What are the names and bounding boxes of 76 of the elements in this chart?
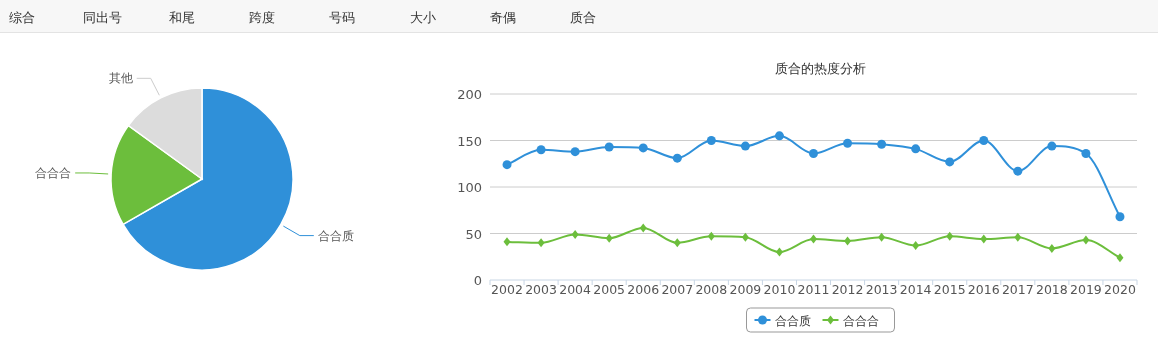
y-tick-label: 0 (473, 273, 482, 288)
text: 大小 (409, 10, 436, 25)
point (740, 141, 750, 151)
x-tick-label: 2019 (1070, 282, 1102, 297)
point (1048, 243, 1056, 253)
x-tick-label: 2003 (525, 282, 557, 297)
point (604, 142, 614, 152)
point (946, 231, 954, 241)
x-tick-label: 2020 (1104, 282, 1136, 297)
slice-label: 其他 (108, 71, 133, 86)
point (570, 147, 580, 157)
point (503, 237, 511, 247)
point (810, 234, 817, 244)
x-tick-label: 2008 (695, 282, 728, 297)
text: 跨度 (249, 10, 276, 25)
x-tick-label: 2005 (593, 282, 626, 297)
x-tick-label: 2013 (865, 282, 898, 297)
x-tick-label: 2004 (559, 282, 592, 297)
point (673, 238, 681, 248)
point (774, 131, 784, 141)
point (878, 232, 886, 242)
point (536, 145, 546, 155)
point (605, 233, 613, 243)
point (877, 139, 887, 149)
y-tick-label: 50 (465, 226, 482, 242)
point (1013, 166, 1023, 176)
point (1116, 253, 1124, 263)
point (945, 157, 955, 167)
point (775, 247, 783, 257)
point (980, 234, 988, 244)
point (809, 149, 818, 159)
y-tick-label: 100 (457, 180, 482, 195)
x-tick-label: 2014 (899, 282, 932, 297)
point (639, 223, 647, 233)
point (571, 229, 579, 239)
point (1047, 141, 1057, 151)
point (502, 160, 512, 170)
point (912, 241, 920, 251)
point (672, 153, 682, 163)
text: 和尾 (169, 10, 196, 25)
point (844, 236, 852, 246)
x-tick-label: 2017 (1001, 282, 1034, 297)
point (741, 232, 749, 242)
point (979, 136, 989, 145)
text: 奇偶 (489, 10, 516, 25)
point (1082, 235, 1090, 245)
point (1081, 149, 1091, 159)
text: 综合 (9, 10, 35, 25)
legend-label: 合合合 (842, 313, 879, 328)
x-tick-label: 2010 (763, 282, 796, 297)
slice-label: 合合质 (317, 228, 354, 243)
x-tick-label: 2012 (831, 282, 864, 297)
x-tick-label: 2015 (933, 282, 966, 297)
point (638, 143, 648, 153)
text: 号码 (329, 10, 356, 25)
point (843, 138, 853, 148)
x-tick-label: 2006 (627, 282, 660, 297)
point (911, 144, 921, 154)
slice-label: 合合合 (35, 165, 72, 180)
x-tick-label: 2009 (729, 282, 762, 297)
chart-title: 质合的热度分析 (775, 61, 866, 76)
y-tick-label: 200 (457, 87, 482, 102)
text: 同出号 (82, 10, 122, 25)
point (1115, 212, 1125, 222)
legend-label: 合合质 (774, 313, 811, 328)
y-tick-label: 150 (457, 133, 482, 149)
point (1014, 232, 1022, 242)
point (707, 231, 715, 241)
x-tick-label: 2007 (661, 282, 694, 297)
x-tick-label: 2018 (1035, 282, 1068, 297)
x-tick-label: 2016 (967, 282, 1000, 297)
x-tick-label: 2011 (797, 282, 830, 297)
text: 质合 (569, 10, 596, 25)
point (706, 136, 716, 145)
x-tick-label: 2002 (491, 282, 523, 297)
point (537, 238, 545, 248)
